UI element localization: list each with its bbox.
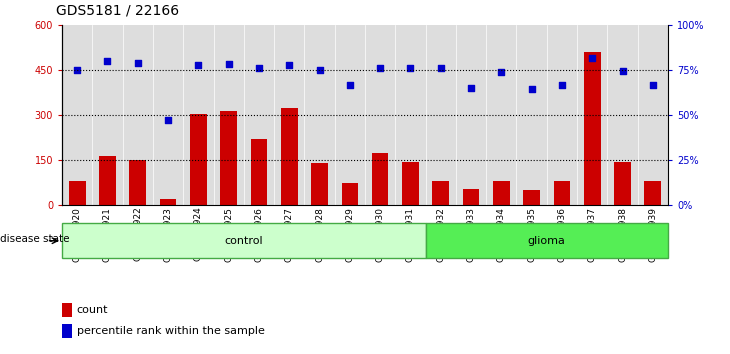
Point bbox=[435, 65, 447, 71]
Bar bbox=[93, 25, 123, 205]
Bar bbox=[607, 25, 638, 205]
Bar bbox=[62, 324, 72, 338]
Bar bbox=[456, 25, 486, 205]
Point bbox=[647, 82, 658, 88]
Bar bbox=[62, 25, 93, 205]
Point bbox=[526, 87, 537, 92]
Point bbox=[223, 61, 234, 67]
Bar bbox=[62, 303, 72, 317]
Point bbox=[404, 65, 416, 71]
Bar bbox=[547, 25, 577, 205]
Point bbox=[162, 117, 174, 122]
Bar bbox=[372, 153, 388, 205]
Bar bbox=[250, 139, 267, 205]
Text: count: count bbox=[77, 305, 108, 315]
Point bbox=[465, 85, 477, 91]
Text: control: control bbox=[225, 236, 263, 246]
Bar bbox=[244, 25, 274, 205]
Point bbox=[283, 62, 295, 68]
Bar bbox=[190, 114, 207, 205]
Bar bbox=[62, 223, 426, 258]
Bar bbox=[214, 25, 244, 205]
Bar bbox=[342, 183, 358, 205]
Bar bbox=[577, 25, 607, 205]
Text: GDS5181 / 22166: GDS5181 / 22166 bbox=[56, 4, 179, 18]
Bar bbox=[402, 162, 419, 205]
Point bbox=[72, 67, 83, 73]
Bar bbox=[365, 25, 396, 205]
Bar bbox=[123, 25, 153, 205]
Bar bbox=[304, 25, 335, 205]
Bar bbox=[311, 163, 328, 205]
Bar bbox=[220, 110, 237, 205]
Text: percentile rank within the sample: percentile rank within the sample bbox=[77, 326, 264, 336]
Bar bbox=[614, 162, 631, 205]
Bar bbox=[153, 25, 183, 205]
Point bbox=[586, 55, 598, 61]
Bar bbox=[426, 25, 456, 205]
Bar bbox=[274, 25, 304, 205]
Bar bbox=[335, 25, 365, 205]
Point bbox=[617, 69, 629, 74]
Bar bbox=[160, 199, 177, 205]
Point bbox=[193, 63, 204, 68]
Bar bbox=[553, 181, 570, 205]
Bar bbox=[129, 160, 146, 205]
Text: glioma: glioma bbox=[528, 236, 566, 246]
Bar bbox=[517, 25, 547, 205]
Point bbox=[496, 69, 507, 75]
Text: disease state: disease state bbox=[0, 234, 69, 244]
Bar bbox=[638, 25, 668, 205]
Bar bbox=[584, 52, 601, 205]
Point bbox=[344, 82, 356, 88]
Bar bbox=[486, 25, 517, 205]
Point bbox=[374, 65, 386, 71]
Bar bbox=[281, 108, 298, 205]
Bar bbox=[396, 25, 426, 205]
Bar bbox=[523, 190, 540, 205]
Bar bbox=[493, 181, 510, 205]
Point bbox=[556, 82, 568, 88]
Bar bbox=[99, 156, 116, 205]
Bar bbox=[432, 181, 449, 205]
Point bbox=[132, 61, 144, 66]
Point bbox=[101, 58, 113, 64]
Bar bbox=[645, 181, 661, 205]
Point bbox=[253, 65, 265, 70]
Bar bbox=[463, 189, 480, 205]
Bar bbox=[183, 25, 214, 205]
Bar bbox=[426, 223, 668, 258]
Point bbox=[314, 67, 326, 73]
Bar bbox=[69, 181, 85, 205]
